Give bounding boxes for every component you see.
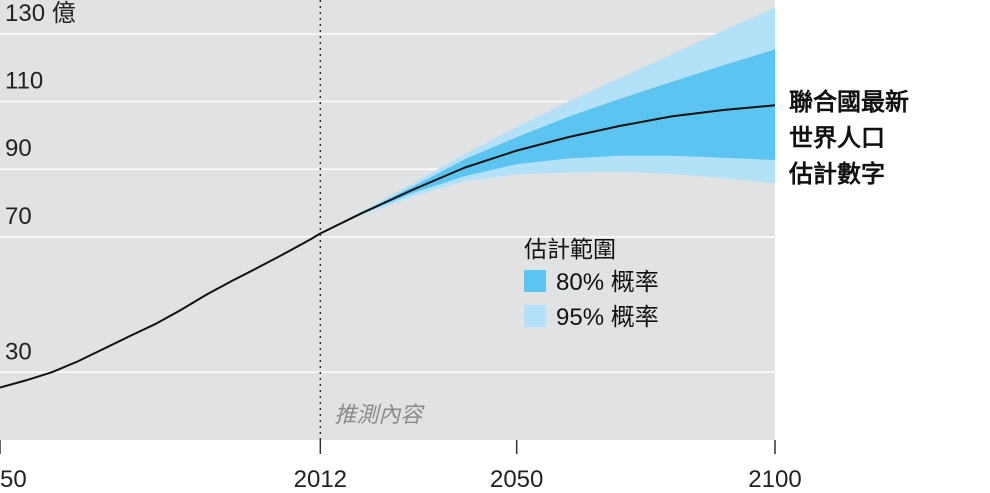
y-tick-label-70: 70 xyxy=(5,203,32,230)
legend-swatch-95 xyxy=(524,305,546,327)
y-tick-label-30: 30 xyxy=(5,338,32,365)
x-tick-label-2012: 2012 xyxy=(294,466,347,493)
series-lines xyxy=(0,104,776,389)
band-80-percent xyxy=(320,49,775,234)
legend-label-80: 80% 概率 xyxy=(556,269,659,296)
legend-label-95: 95% 概率 xyxy=(556,304,659,331)
projection-label: 推測內容 xyxy=(334,402,425,427)
legend-swatch-80 xyxy=(524,270,546,292)
legend: 估計範圍 80% 概率 95% 概率 xyxy=(524,236,659,331)
y-tick-label-90: 90 xyxy=(5,135,32,162)
y-tick-labels: 30 70 90 110 130 億 xyxy=(5,0,76,365)
y-tick-label-130: 130 億 xyxy=(5,0,76,27)
x-axis: 1950 2012 2050 2100 xyxy=(0,440,802,493)
x-tick-label-2050: 2050 xyxy=(490,466,543,493)
x-tick-label-2100: 2100 xyxy=(748,466,801,493)
y-tick-label-110: 110 xyxy=(5,68,43,95)
series-line-historical xyxy=(0,232,321,389)
uncertainty-bands xyxy=(320,7,775,234)
series-line-projected xyxy=(319,104,776,235)
annotation-line-3: 估計數字 xyxy=(788,160,885,188)
legend-title: 估計範圍 xyxy=(524,236,616,262)
x-tick-label-1950: 1950 xyxy=(0,466,27,493)
annotation-line-1: 聯合國最新 xyxy=(789,88,909,116)
annotation-line-2: 世界人口 xyxy=(789,125,885,152)
